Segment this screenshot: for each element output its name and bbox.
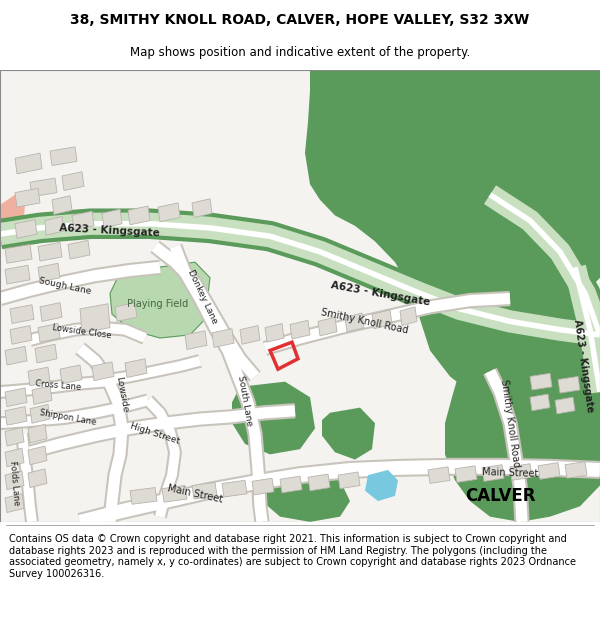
Polygon shape bbox=[305, 70, 600, 392]
Polygon shape bbox=[400, 307, 417, 326]
Polygon shape bbox=[558, 376, 580, 393]
Polygon shape bbox=[428, 467, 450, 484]
Polygon shape bbox=[530, 373, 552, 390]
Polygon shape bbox=[45, 216, 64, 235]
Text: A623 - Kingsgate: A623 - Kingsgate bbox=[329, 279, 430, 307]
Polygon shape bbox=[455, 466, 477, 482]
Polygon shape bbox=[510, 464, 532, 481]
Polygon shape bbox=[5, 244, 32, 263]
Polygon shape bbox=[185, 331, 207, 349]
Polygon shape bbox=[5, 346, 27, 365]
Polygon shape bbox=[30, 404, 50, 423]
Text: Folds Lane: Folds Lane bbox=[8, 461, 20, 506]
Polygon shape bbox=[5, 265, 30, 284]
Polygon shape bbox=[15, 188, 40, 207]
Polygon shape bbox=[290, 321, 310, 339]
Polygon shape bbox=[162, 486, 187, 502]
Polygon shape bbox=[60, 365, 82, 384]
Polygon shape bbox=[212, 329, 234, 348]
Polygon shape bbox=[32, 386, 52, 404]
Polygon shape bbox=[482, 465, 504, 481]
Text: Lowside Close: Lowside Close bbox=[52, 323, 112, 341]
Polygon shape bbox=[115, 302, 137, 321]
Polygon shape bbox=[5, 407, 27, 425]
Polygon shape bbox=[80, 304, 110, 333]
Polygon shape bbox=[565, 462, 587, 478]
Polygon shape bbox=[232, 382, 315, 454]
Text: Smithy Knoll Road: Smithy Knoll Road bbox=[499, 378, 521, 468]
Polygon shape bbox=[322, 408, 375, 459]
Polygon shape bbox=[128, 206, 150, 225]
Polygon shape bbox=[72, 211, 94, 230]
Polygon shape bbox=[158, 203, 180, 222]
Text: Cross Lane: Cross Lane bbox=[35, 379, 82, 392]
Text: Map shows position and indicative extent of the property.: Map shows position and indicative extent… bbox=[130, 46, 470, 59]
Polygon shape bbox=[240, 326, 260, 344]
Text: A623 - Kingsgate: A623 - Kingsgate bbox=[59, 223, 161, 239]
Polygon shape bbox=[125, 359, 147, 378]
Text: Donkey Lane: Donkey Lane bbox=[185, 268, 218, 325]
Polygon shape bbox=[28, 469, 47, 488]
Text: 38, SMITHY KNOLL ROAD, CALVER, HOPE VALLEY, S32 3XW: 38, SMITHY KNOLL ROAD, CALVER, HOPE VALL… bbox=[70, 12, 530, 27]
Polygon shape bbox=[308, 474, 330, 491]
Polygon shape bbox=[222, 481, 247, 497]
Polygon shape bbox=[40, 302, 62, 321]
Text: Main Street: Main Street bbox=[482, 467, 538, 479]
Polygon shape bbox=[15, 153, 42, 174]
Polygon shape bbox=[192, 482, 217, 499]
Polygon shape bbox=[372, 310, 392, 329]
Text: CALVER: CALVER bbox=[465, 487, 535, 505]
Text: Shippon Lane: Shippon Lane bbox=[39, 409, 97, 428]
Polygon shape bbox=[130, 488, 157, 504]
Polygon shape bbox=[252, 478, 274, 495]
Polygon shape bbox=[35, 344, 57, 363]
Polygon shape bbox=[445, 268, 600, 522]
Polygon shape bbox=[28, 446, 47, 465]
Polygon shape bbox=[68, 241, 90, 259]
Polygon shape bbox=[10, 305, 34, 324]
Polygon shape bbox=[280, 476, 302, 492]
Polygon shape bbox=[530, 394, 550, 411]
Text: Sough Lane: Sough Lane bbox=[38, 276, 92, 296]
Polygon shape bbox=[38, 324, 60, 342]
Polygon shape bbox=[258, 470, 350, 522]
Polygon shape bbox=[345, 313, 364, 332]
Polygon shape bbox=[52, 196, 72, 214]
Text: Main Street: Main Street bbox=[166, 483, 224, 504]
Polygon shape bbox=[28, 424, 47, 443]
Polygon shape bbox=[5, 428, 24, 446]
Polygon shape bbox=[192, 199, 212, 217]
Text: Playing Field: Playing Field bbox=[127, 299, 188, 309]
Polygon shape bbox=[5, 388, 27, 407]
Text: Contains OS data © Crown copyright and database right 2021. This information is : Contains OS data © Crown copyright and d… bbox=[9, 534, 576, 579]
Polygon shape bbox=[38, 242, 62, 261]
Text: A623 - Kingsgate: A623 - Kingsgate bbox=[572, 319, 595, 413]
Text: Smithy Knoll Road: Smithy Knoll Road bbox=[320, 308, 410, 336]
Polygon shape bbox=[5, 448, 24, 467]
Text: High Street: High Street bbox=[129, 421, 181, 446]
Polygon shape bbox=[5, 471, 24, 489]
Text: South Lane: South Lane bbox=[236, 374, 254, 426]
Polygon shape bbox=[102, 209, 122, 228]
Polygon shape bbox=[92, 362, 114, 381]
Polygon shape bbox=[10, 326, 32, 344]
Polygon shape bbox=[28, 367, 50, 386]
Polygon shape bbox=[318, 318, 337, 336]
Polygon shape bbox=[338, 472, 360, 489]
Polygon shape bbox=[50, 147, 77, 166]
Polygon shape bbox=[5, 494, 24, 512]
Polygon shape bbox=[62, 172, 84, 191]
Text: Lowside: Lowside bbox=[115, 376, 130, 413]
Polygon shape bbox=[365, 470, 398, 501]
Polygon shape bbox=[0, 194, 25, 252]
Polygon shape bbox=[538, 462, 560, 479]
Polygon shape bbox=[555, 398, 575, 414]
Polygon shape bbox=[110, 262, 210, 338]
Polygon shape bbox=[38, 263, 60, 282]
Polygon shape bbox=[30, 178, 57, 197]
Polygon shape bbox=[15, 219, 37, 238]
Polygon shape bbox=[265, 324, 284, 342]
